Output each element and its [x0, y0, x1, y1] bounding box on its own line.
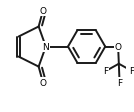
- Text: F: F: [103, 67, 109, 76]
- Text: O: O: [115, 43, 122, 52]
- Text: O: O: [39, 7, 46, 16]
- Text: N: N: [42, 43, 49, 52]
- Text: O: O: [39, 78, 46, 87]
- Text: F: F: [129, 67, 134, 76]
- Text: F: F: [117, 78, 122, 87]
